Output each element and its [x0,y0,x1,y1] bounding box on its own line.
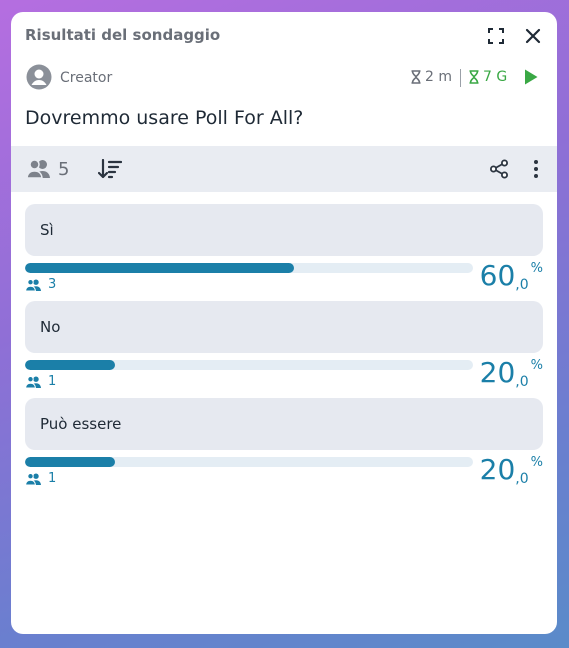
poll-option: No 1 20 ,0 % [25,301,543,398]
poll-question: Dovremmo usare Poll For All? [25,107,304,129]
vote-count: 1 [25,471,56,486]
result-bar-fill [25,457,115,467]
hourglass-icon [469,70,479,84]
option-percentage: 20 ,0 % [479,453,543,487]
poll-meta: Creator 2 m 7 G [11,62,557,94]
fullscreen-icon [488,28,504,44]
close-button[interactable] [521,24,545,48]
group-icon [25,375,41,388]
result-bar [25,263,473,273]
result-bar-fill [25,360,115,370]
group-icon [25,278,41,291]
result-bar [25,457,473,467]
percentage-integer: 60 [479,259,516,292]
close-icon [525,28,541,44]
option-percentage: 20 ,0 % [479,356,543,390]
timer-elapsed: 2 m [410,69,452,85]
option-box: Sì [25,204,543,256]
option-box: No [25,301,543,353]
card-title: Risultati del sondaggio [25,26,221,44]
option-percentage: 60 ,0 % [479,259,543,293]
option-label: No [40,318,61,336]
vote-count: 3 [25,277,56,292]
play-icon[interactable] [523,68,539,86]
group-icon [26,159,50,179]
vote-count-value: 1 [48,374,57,389]
result-bar-fill [25,263,294,273]
vote-count-value: 1 [48,471,57,486]
timer-remaining-value: 7 G [483,69,508,85]
option-label: Sì [40,221,54,239]
percentage-integer: 20 [479,453,516,486]
more-vertical-icon[interactable] [533,159,539,179]
percentage-decimal: ,0 [515,374,529,390]
card-header: Risultati del sondaggio [11,12,557,58]
percentage-decimal: ,0 [515,471,529,487]
vote-count-value: 3 [48,277,57,292]
option-box: Può essere [25,398,543,450]
timer-elapsed-value: 2 m [425,69,452,85]
result-bar [25,360,473,370]
group-icon [25,472,41,485]
vote-count: 1 [25,374,56,389]
share-icon[interactable] [489,159,509,179]
percentage-integer: 20 [479,356,516,389]
avatar-icon [26,64,52,90]
hourglass-icon [411,70,421,84]
percentage-decimal: ,0 [515,277,529,293]
creator-name: Creator [60,70,113,86]
poll-results-card: Risultati del sondaggio Creator 2 m [11,12,557,634]
poll-option: Può essere 1 20 ,0 % [25,398,543,495]
percentage-symbol: % [530,261,543,276]
timer-divider [460,69,461,87]
timer-remaining: 7 G [468,69,507,85]
fullscreen-button[interactable] [484,24,508,48]
poll-option: Sì 3 60 ,0 % [25,204,543,301]
participant-count: 5 [58,159,70,180]
percentage-symbol: % [530,358,543,373]
sort-icon[interactable] [98,159,122,179]
percentage-symbol: % [530,455,543,470]
option-label: Può essere [40,415,122,433]
results-toolbar: 5 [11,146,557,192]
